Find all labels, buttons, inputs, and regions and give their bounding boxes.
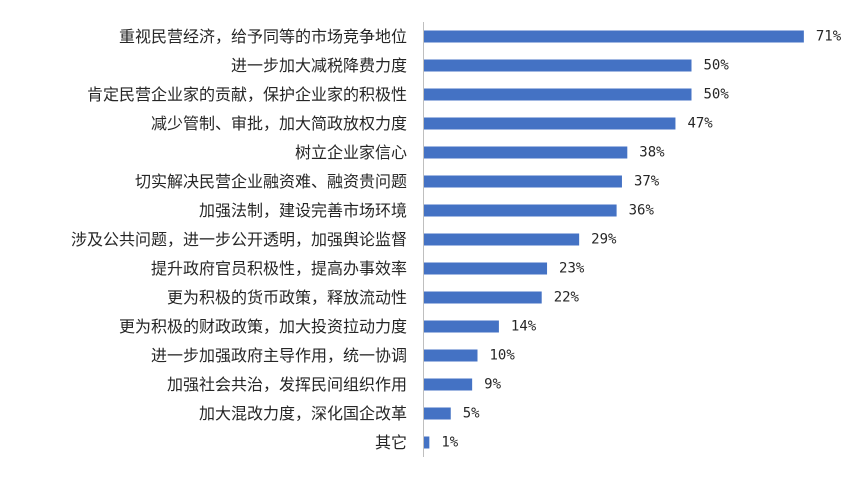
data-label: 50% [704, 87, 730, 103]
data-label: 50% [704, 58, 730, 74]
data-label: 29% [591, 232, 617, 248]
data-label: 14% [511, 319, 537, 335]
bar [424, 320, 499, 333]
data-label: 47% [687, 116, 713, 132]
bar [424, 117, 676, 130]
bar [424, 88, 692, 101]
category-label: 重视民营经济，给予同等的市场竞争地位 [119, 27, 407, 46]
bar [424, 291, 542, 304]
bar [424, 378, 473, 391]
bar [424, 407, 451, 420]
data-label: 9% [484, 377, 501, 393]
bar [424, 146, 628, 159]
category-labels: 重视民营经济，给予同等的市场竞争地位进一步加大减税降费力度肯定民营企业家的贡献，… [71, 27, 407, 452]
category-label: 进一步加强政府主导作用，统一协调 [151, 346, 407, 365]
data-label: 5% [463, 406, 480, 422]
category-label: 加强法制，建设完善市场环境 [199, 201, 407, 220]
bar [424, 59, 692, 72]
value-labels: 71% 50% 50% 47% 38% 37% 36% 29% 23% 22% 14% 10% 9%5%… [441, 29, 841, 451]
data-label: 23% [559, 261, 585, 277]
bar [424, 436, 430, 449]
bars [424, 30, 804, 449]
category-label: 更为积极的财政政策，加大投资拉动力度 [119, 317, 407, 336]
category-label: 肯定民营企业家的贡献，保护企业家的积极性 [87, 85, 407, 104]
bar [424, 175, 622, 188]
data-label: 38% [639, 145, 665, 161]
category-label: 更为积极的货币政策，释放流动性 [167, 288, 407, 307]
category-label: 其它 [375, 433, 407, 452]
bar [424, 262, 548, 275]
data-label: 36% [629, 203, 655, 219]
category-label: 切实解决民营企业融资难、融资贵问题 [135, 172, 407, 191]
category-label: 提升政府官员积极性，提高办事效率 [151, 259, 407, 278]
category-label: 减少管制、审批，加大简政放权力度 [151, 114, 407, 133]
category-label: 加大混改力度，深化国企改革 [199, 404, 407, 423]
bar [424, 204, 617, 217]
data-label: 10% [490, 348, 516, 364]
category-label: 进一步加大减税降费力度 [231, 56, 407, 75]
data-label: 71% [816, 29, 842, 45]
bar [424, 349, 478, 362]
data-label: 1% [441, 435, 458, 451]
bar [424, 233, 580, 246]
data-label: 37% [634, 174, 660, 190]
bar [424, 30, 804, 43]
data-label: 22% [554, 290, 580, 306]
category-label: 树立企业家信心 [295, 143, 407, 162]
category-label: 加强社会共治，发挥民间组织作用 [167, 375, 407, 394]
category-label: 涉及公共问题，进一步公开透明，加强舆论监督 [71, 230, 407, 249]
